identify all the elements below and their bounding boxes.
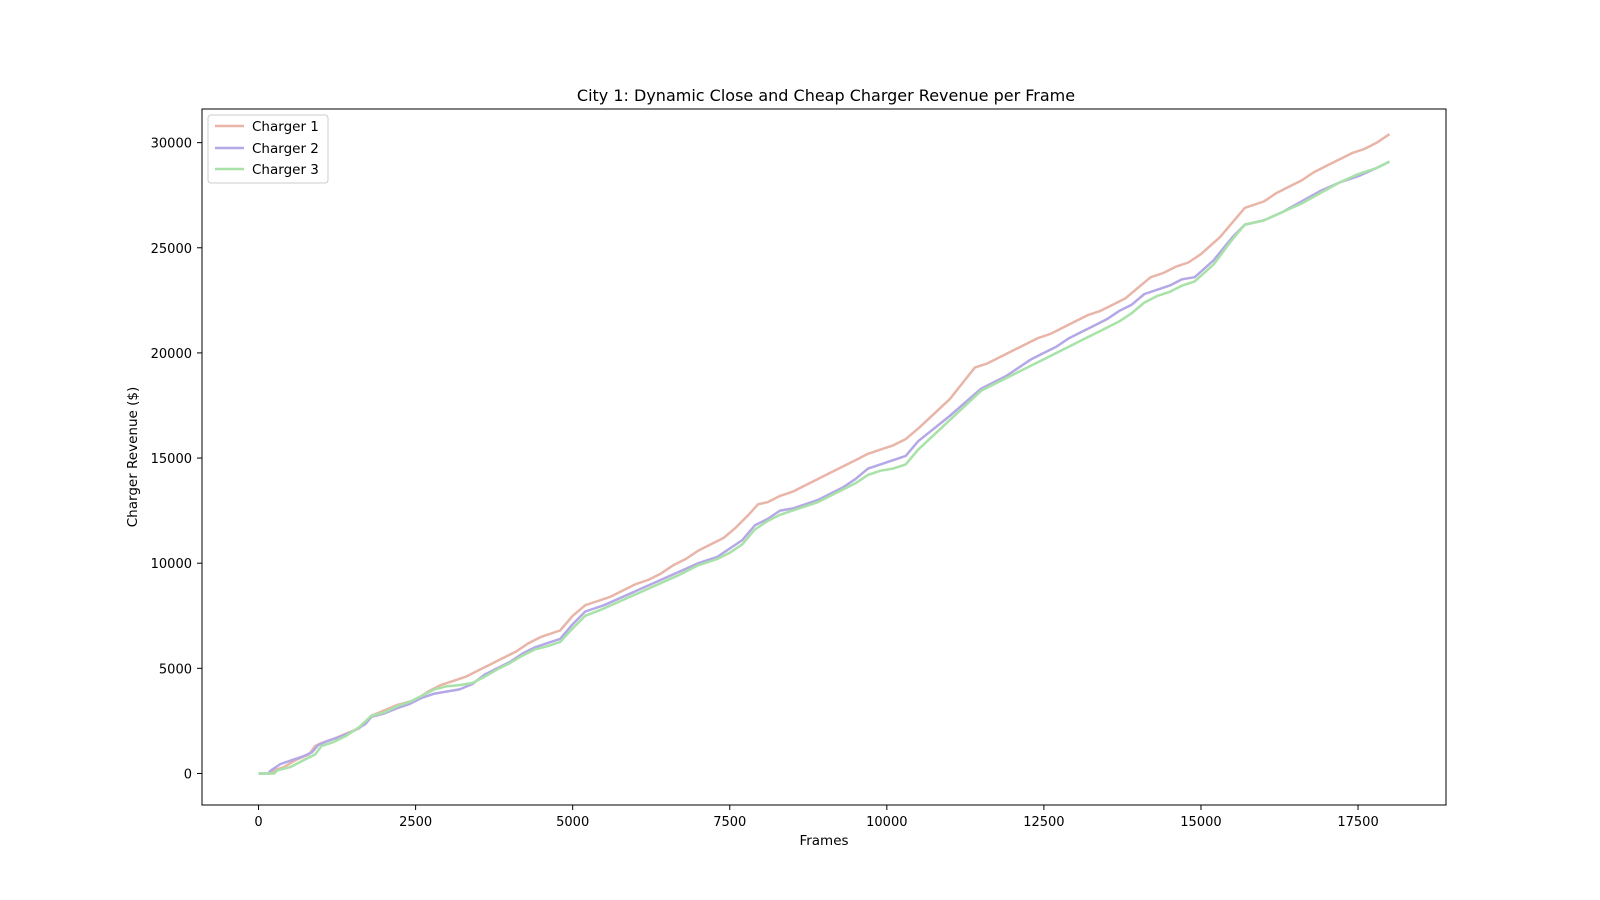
chart-title: City 1: Dynamic Close and Cheap Charger …: [577, 86, 1075, 105]
x-tick-label: 7500: [713, 815, 746, 830]
x-tick-label: 15000: [1180, 815, 1221, 830]
y-tick-label: 5000: [159, 662, 192, 677]
x-tick-label: 0: [254, 815, 262, 830]
y-tick-label: 0: [184, 767, 192, 782]
x-tick-label: 10000: [866, 815, 907, 830]
y-tick-label: 20000: [151, 347, 192, 362]
series-line-charger-3: [258, 160, 1391, 775]
y-axis-ticks: 0 5000 10000 15000 20000 25000 30000: [151, 137, 202, 782]
y-tick-label: 30000: [151, 137, 192, 152]
y-tick-label: 25000: [151, 242, 192, 257]
x-axis-ticks: 0 2500 5000 7500 10000 12500 15000 17500: [254, 805, 1379, 830]
plot-frame: [201, 108, 1447, 806]
y-tick-label: 10000: [151, 557, 192, 572]
series-layer: [258, 133, 1391, 775]
legend: Charger 1 Charger 2 Charger 3: [207, 114, 329, 184]
series-line-charger-1: [258, 133, 1391, 775]
x-axis-label: Frames: [799, 833, 848, 849]
plot-area: [201, 108, 1447, 806]
legend-label-charger-3: Charger 3: [252, 162, 319, 178]
x-tick-label: 12500: [1023, 815, 1064, 830]
x-tick-label: 2500: [399, 815, 432, 830]
legend-box: [207, 114, 329, 184]
legend-label-charger-2: Charger 2: [252, 141, 319, 157]
y-axis-label: Charger Revenue ($): [125, 387, 141, 528]
y-tick-label: 15000: [151, 452, 192, 467]
x-tick-label: 17500: [1337, 815, 1378, 830]
x-tick-label: 5000: [556, 815, 589, 830]
series-line-charger-2: [258, 160, 1391, 775]
legend-label-charger-1: Charger 1: [252, 119, 319, 135]
